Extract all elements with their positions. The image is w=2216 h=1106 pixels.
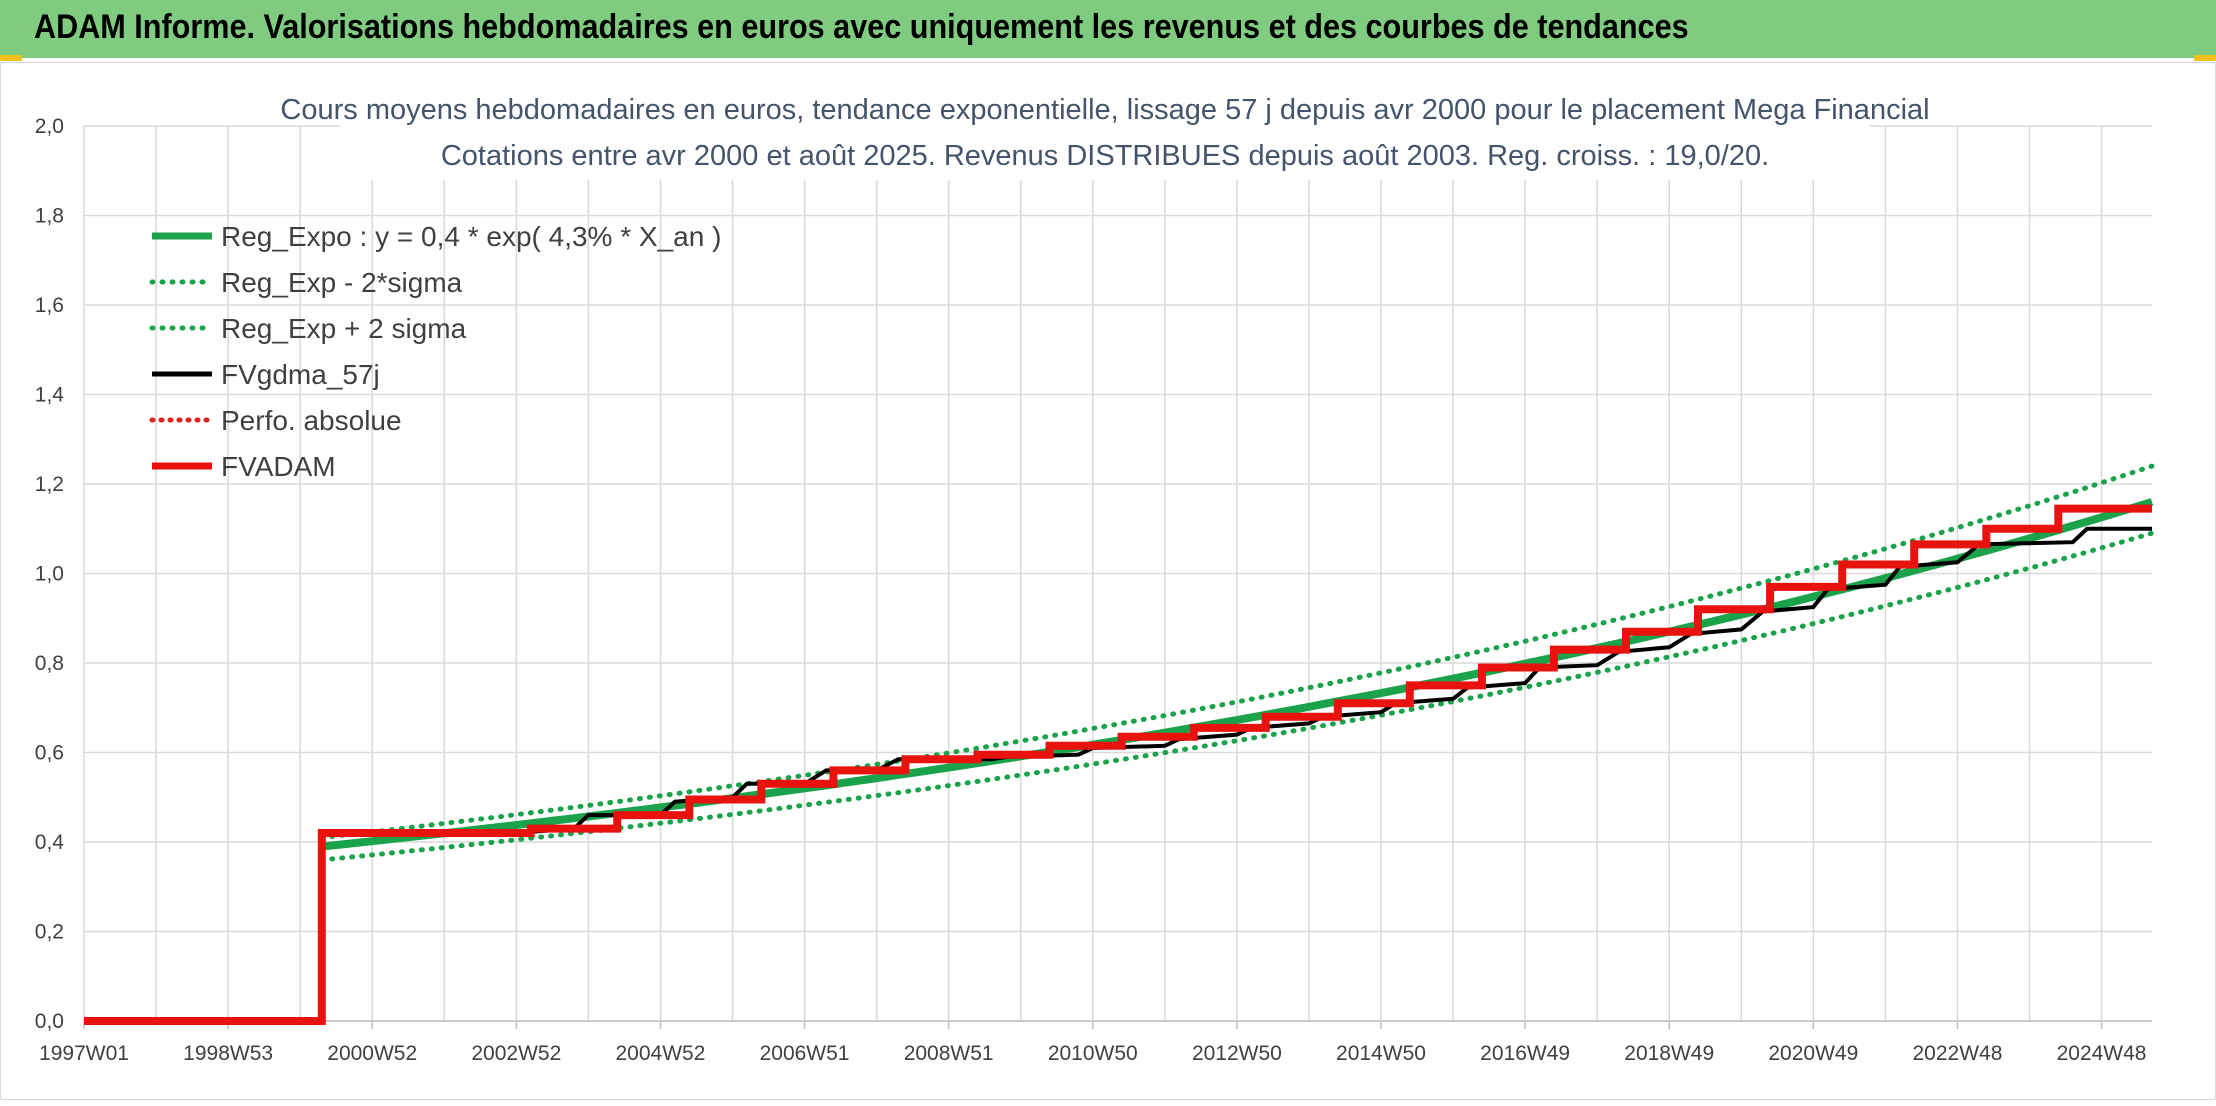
corner-accent-left [0, 55, 22, 61]
page-title: ADAM Informe. Valorisations hebdomadaire… [34, 8, 1689, 46]
y-tick-label: 1,8 [35, 205, 64, 228]
series-layer [84, 463, 2155, 1025]
title-backdrop [340, 88, 1870, 180]
x-tick-label: 2008W51 [904, 1042, 994, 1065]
x-tick-label: 2022W48 [1912, 1042, 2002, 1065]
series-line-1 [319, 530, 2155, 863]
title-banner: ADAM Informe. Valorisations hebdomadaire… [0, 0, 2216, 58]
x-tick-label: 2018W49 [1624, 1042, 1714, 1065]
y-tick-label: 2,0 [35, 115, 64, 138]
y-axis-ticks: 0,0 0,2 0,4 0,6 0,8 1,0 1,2 1,4 1,6 1,8 2,0 [35, 115, 65, 1033]
series-line-3 [84, 526, 2152, 1023]
x-tick-label: 2006W51 [760, 1042, 850, 1065]
y-tick-label: 1,4 [35, 384, 65, 407]
series-line-2 [319, 463, 2155, 840]
legend-label: Reg_Expo : y = 0,4 * exp( 4,3% * X_an ) [221, 221, 721, 252]
x-tick-label: 2000W52 [327, 1042, 417, 1065]
legend-label: Reg_Exp + 2 sigma [221, 313, 467, 344]
x-tick-label: 1998W53 [183, 1042, 273, 1065]
y-tick-label: 0,0 [35, 1010, 64, 1033]
legend: Reg_Expo : y = 0,4 * exp( 4,3% * X_an ) R… [149, 221, 721, 482]
x-tick-label: 2002W52 [471, 1042, 561, 1065]
y-tick-label: 1,0 [35, 563, 64, 586]
x-tick-label: 1997W01 [39, 1042, 129, 1065]
legend-label: FVADAM [221, 451, 336, 482]
x-tick-label: 2012W50 [1192, 1042, 1282, 1065]
grid [83, 125, 2152, 1022]
y-tick-label: 0,4 [35, 831, 65, 854]
corner-accent-right [2194, 55, 2216, 61]
legend-label: FVgdma_57j [221, 359, 380, 390]
chart-title-line-2: Cotations entre avr 2000 et août 2025. R… [441, 140, 1769, 172]
y-tick-label: 0,8 [35, 652, 64, 675]
x-tick-label: 2004W52 [615, 1042, 705, 1065]
y-tick-label: 0,2 [35, 921, 64, 944]
x-tick-label: 2014W50 [1336, 1042, 1426, 1065]
chart-title-line-1: Cours moyens hebdomadaires en euros, ten… [280, 94, 1929, 126]
y-tick-label: 1,2 [35, 473, 64, 496]
legend-label: Reg_Exp - 2*sigma [221, 267, 463, 298]
series-line-5 [84, 504, 2152, 1025]
legend-label: Perfo. absolue [221, 405, 402, 436]
x-tick-label: 2010W50 [1048, 1042, 1138, 1065]
x-tick-label: 2020W49 [1768, 1042, 1858, 1065]
x-tick-label: 2016W49 [1480, 1042, 1570, 1065]
y-tick-label: 0,6 [35, 742, 64, 765]
x-axis-ticks: 1997W01 1998W53 2000W52 2002W52 2004W52 2006W… [39, 1021, 2147, 1065]
x-tick-label: 2024W48 [2057, 1042, 2147, 1065]
y-tick-label: 1,6 [35, 294, 64, 317]
